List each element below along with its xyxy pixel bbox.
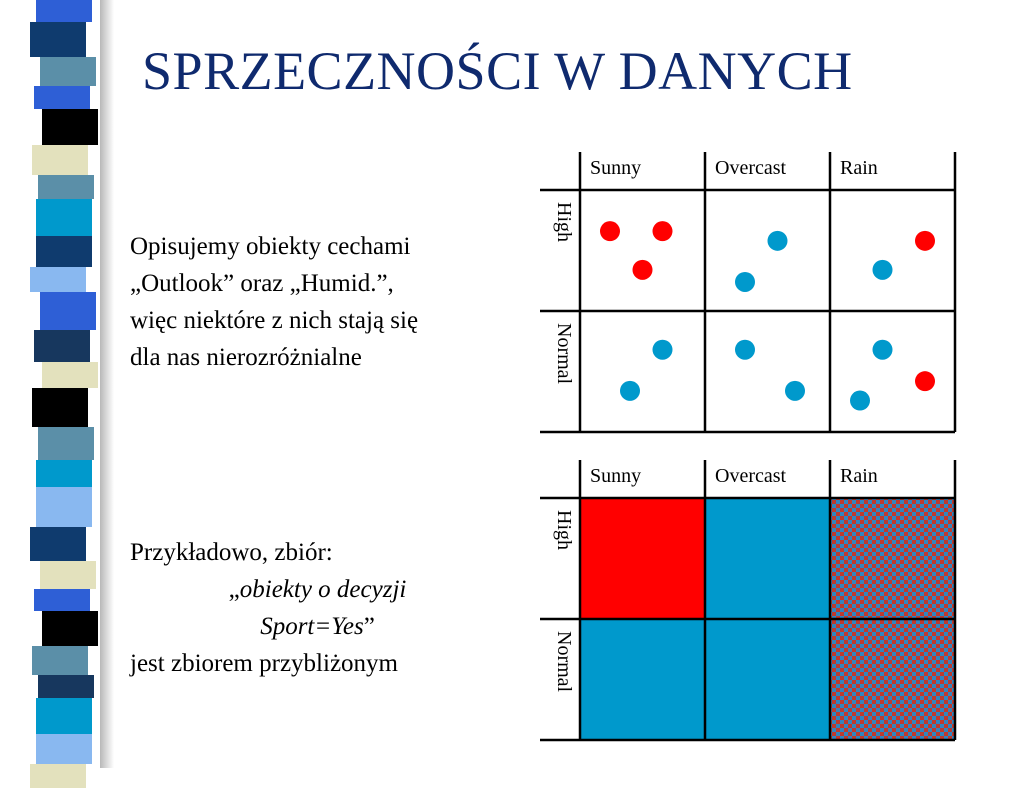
description-line: dla nas nierozróżnialne xyxy=(130,344,362,371)
stripe-band xyxy=(40,57,96,86)
stripe-band xyxy=(36,199,92,236)
data-point xyxy=(600,221,620,242)
description-paragraph: Opisujemy obiekty cechami „Outlook” oraz… xyxy=(130,228,530,376)
stripe-band xyxy=(38,427,94,460)
data-point xyxy=(915,371,935,392)
stripe-band xyxy=(30,267,86,292)
column-header: Sunny xyxy=(590,465,641,487)
stripe-band xyxy=(36,236,92,267)
region-cell xyxy=(705,619,830,740)
column-header: Sunny xyxy=(590,157,641,179)
data-point xyxy=(652,221,673,242)
grids-canvas: Sunny Overcast Rain High Normal Sunny Overcas… xyxy=(540,152,957,742)
stripe-band xyxy=(40,292,96,330)
stripe-band xyxy=(34,589,90,611)
data-point xyxy=(652,339,673,360)
stripe-band xyxy=(36,487,92,527)
stripe-band xyxy=(36,698,92,734)
data-point xyxy=(915,230,935,251)
example-line: jest zbiorem przybliżonym xyxy=(130,650,398,677)
column-header: Rain xyxy=(840,465,878,487)
stripe-band xyxy=(36,460,92,487)
stripe-band xyxy=(36,0,92,22)
row-header: Normal xyxy=(553,323,575,385)
stripe-band xyxy=(36,734,92,764)
stripe-band xyxy=(40,561,96,589)
data-point xyxy=(850,390,870,411)
example-paragraph: Przykładowo, zbiór: „obiekty o decyzji S… xyxy=(130,534,510,682)
stripe-band xyxy=(30,22,86,57)
example-line-decision: Sport=Yes” xyxy=(130,608,505,645)
region-cell xyxy=(580,498,705,619)
stripe-band xyxy=(32,145,88,175)
close-quote: ” xyxy=(363,613,375,640)
row-header: High xyxy=(553,510,575,550)
data-point xyxy=(785,380,805,401)
open-quote: „ xyxy=(228,576,240,603)
stripe-band xyxy=(30,527,86,561)
column-header: Rain xyxy=(840,157,878,179)
data-point xyxy=(767,230,788,251)
region-cell xyxy=(830,619,955,740)
data-point xyxy=(735,271,755,292)
decision-condition: Sport=Yes xyxy=(260,613,364,640)
stripe-band xyxy=(42,362,98,388)
data-point xyxy=(735,339,755,360)
example-line: Przykładowo, zbiór: xyxy=(130,539,333,566)
column-header: Overcast xyxy=(715,465,787,487)
region-cell xyxy=(705,498,830,619)
left-decorative-stripe xyxy=(0,0,100,788)
stripe-band xyxy=(42,109,98,145)
stripe-band xyxy=(32,388,88,427)
row-header: Normal xyxy=(553,631,575,693)
region-cell xyxy=(830,498,955,619)
row-header: High xyxy=(553,202,575,242)
stripe-band xyxy=(38,675,94,698)
column-header: Overcast xyxy=(715,157,787,179)
data-point xyxy=(632,259,653,280)
stripe-band xyxy=(34,86,90,109)
slide-title: SPRZECZNOŚCI W DANYCH xyxy=(142,41,853,101)
scatter-grid: Sunny Overcast Rain High Normal xyxy=(540,152,957,434)
data-point xyxy=(620,380,640,401)
stripe-band xyxy=(32,646,88,675)
region-cell xyxy=(580,619,705,740)
stripe-band xyxy=(38,175,94,199)
stripe-band xyxy=(34,330,90,362)
description-line: „Outlook” oraz „Humid.”, xyxy=(130,270,394,297)
data-point xyxy=(872,259,893,280)
set-description: obiekty o decyzji xyxy=(239,576,407,603)
data-point xyxy=(872,339,893,360)
region-grid: Sunny Overcast Rain High Normal xyxy=(540,460,957,742)
stripe-band xyxy=(42,611,98,646)
description-line: więc niektóre z nich stają się xyxy=(130,307,419,334)
example-line-set: „obiekty o decyzji xyxy=(130,571,505,608)
description-line: Opisujemy obiekty cechami xyxy=(130,233,411,260)
stripe-shadow xyxy=(100,0,114,768)
